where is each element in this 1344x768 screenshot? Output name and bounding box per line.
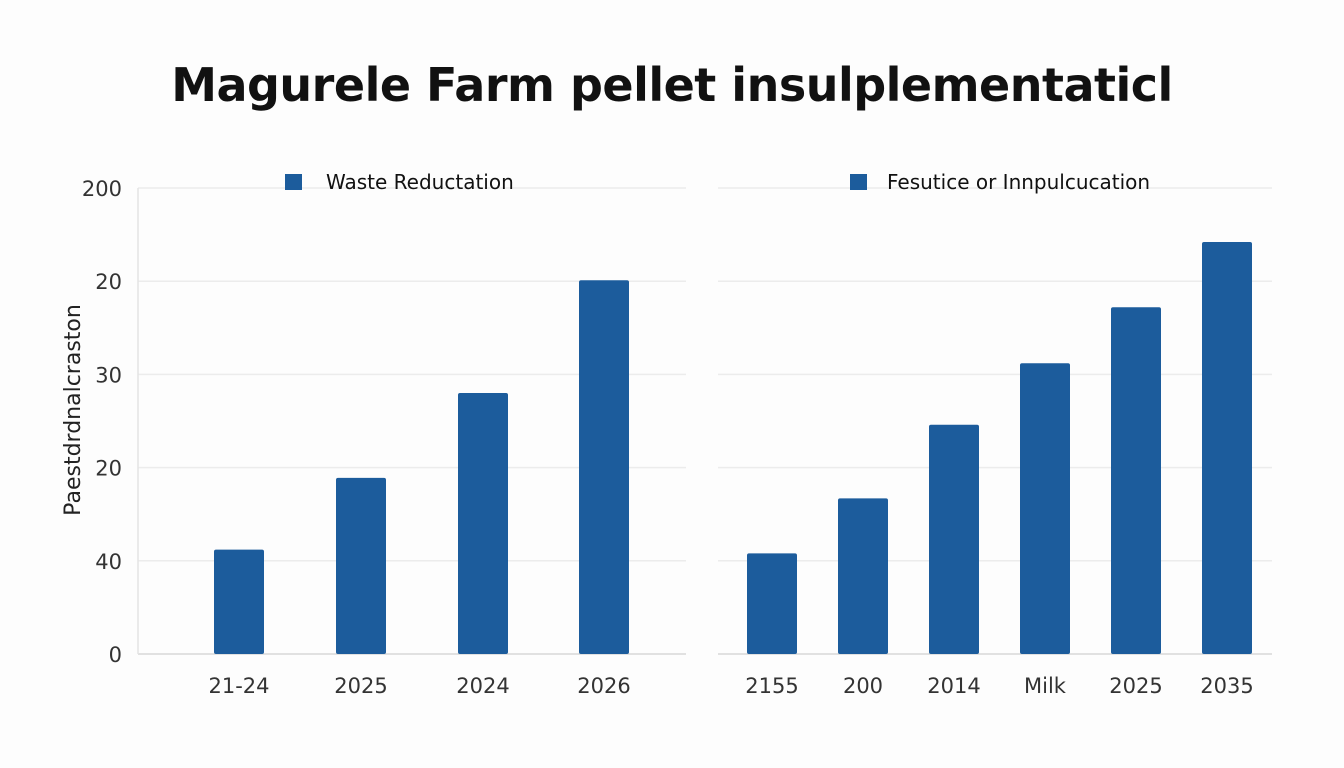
y-axis-label: Paestdrdnalcraston [61,304,86,516]
legend-label: Fesutice or Innpulcucation [887,170,1150,194]
x-tick-label: 2035 [1200,674,1253,698]
legend-swatch [285,174,302,190]
y-tick-label: 200 [82,177,122,201]
bar [579,280,629,654]
y-tick-label: 30 [95,363,122,387]
x-tick-label: 2155 [745,674,798,698]
x-tick-label: 2026 [577,674,630,698]
bar [1111,307,1161,654]
y-tick-label: 40 [95,550,122,574]
x-tick-label: 2014 [927,674,980,698]
x-tick-label: Milk [1024,674,1067,698]
bar [838,498,888,654]
legend-label: Waste Reductation [326,170,514,194]
bar [336,477,386,654]
bar [929,424,979,654]
x-tick-label: 2025 [1109,674,1162,698]
bar [747,553,797,654]
y-tick-label: 20 [95,457,122,481]
bar [214,549,264,654]
bar [1020,363,1070,654]
bar [1202,242,1252,654]
x-tick-label: 200 [843,674,883,698]
x-tick-label: 2025 [334,674,387,698]
x-tick-label: 21-24 [208,674,269,698]
bar [458,393,508,654]
x-tick-label: 2024 [456,674,509,698]
legend-swatch [850,174,867,190]
y-tick-label: 20 [95,270,122,294]
chart-title: Magurele Farm pellet insulplementaticl [171,58,1173,112]
y-tick-label: 0 [109,643,122,667]
